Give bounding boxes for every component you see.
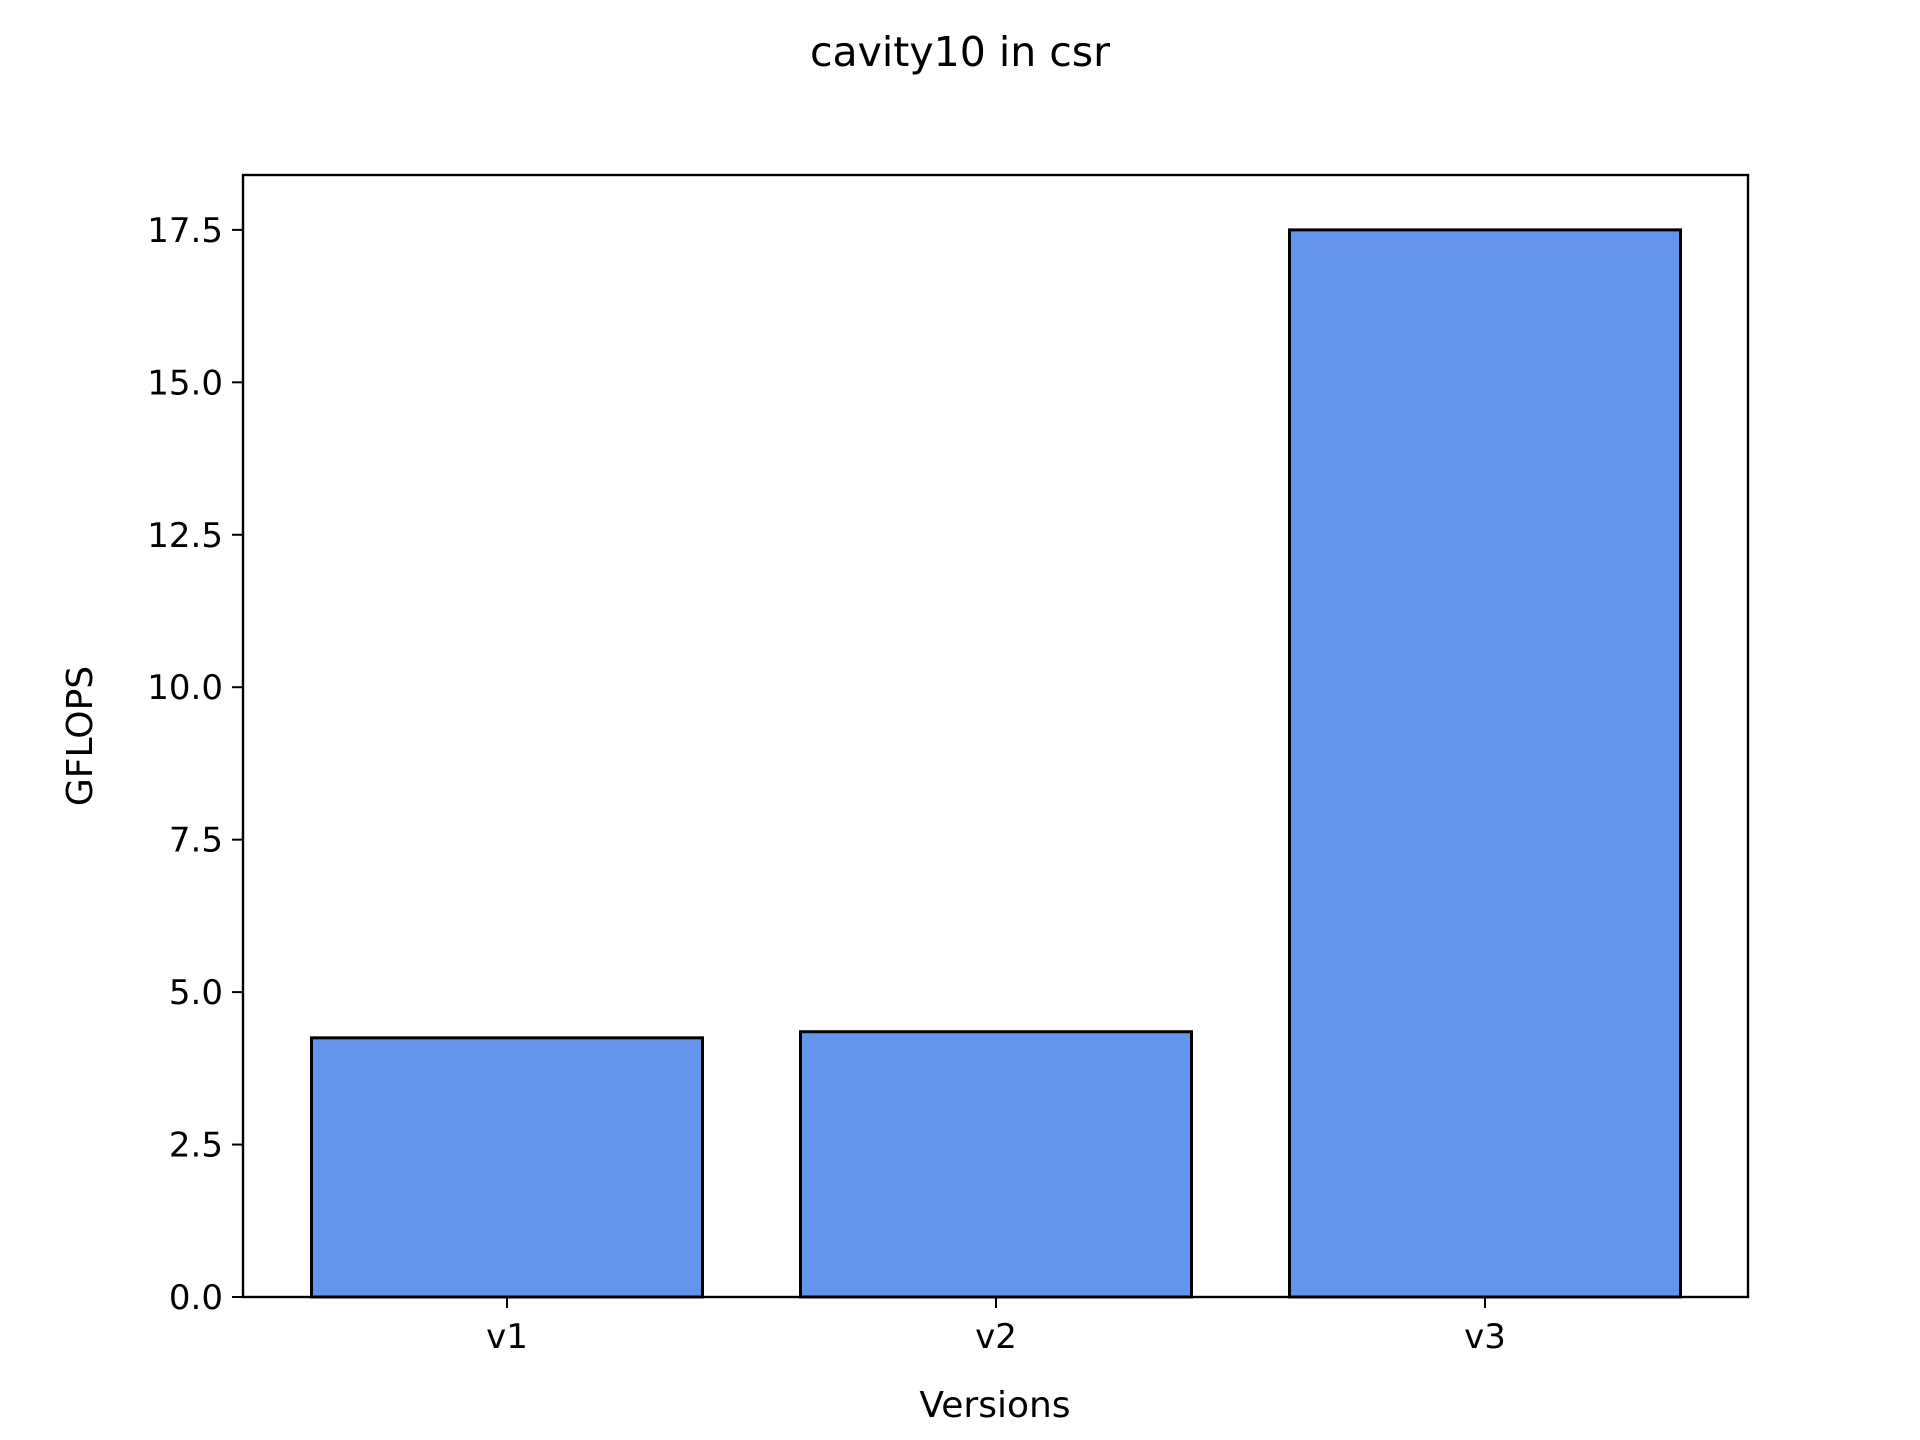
y-axis: 0.0 2.5 5.0 7.5 10.0 12.5 15.0 17.5 — [147, 211, 243, 1318]
x-tick-label: v2 — [975, 1317, 1017, 1357]
x-tick-label: v3 — [1464, 1317, 1506, 1357]
plot-frame — [241, 173, 1750, 1299]
x-axis: v1 v2 v3 — [486, 1297, 1506, 1357]
bars-group — [310, 228, 1682, 1299]
y-tick-label: 10.0 — [147, 668, 223, 708]
y-tick-label: 2.5 — [169, 1126, 223, 1166]
bar-v1 — [310, 1036, 704, 1299]
bar-v2 — [799, 1030, 1193, 1299]
y-tick-label: 0.0 — [169, 1278, 223, 1318]
bar-v3 — [1288, 228, 1682, 1299]
y-tick-label: 12.5 — [147, 516, 223, 556]
x-axis-label: Versions — [919, 1385, 1070, 1426]
x-tick-label: v1 — [486, 1317, 528, 1357]
chart-title: cavity10 in csr — [810, 28, 1110, 76]
y-axis-label: GFLOPS — [60, 666, 101, 806]
y-tick-label: 7.5 — [169, 821, 223, 861]
y-tick-label: 5.0 — [169, 973, 223, 1013]
y-tick-label: 15.0 — [147, 363, 223, 403]
y-tick-label: 17.5 — [147, 211, 223, 251]
